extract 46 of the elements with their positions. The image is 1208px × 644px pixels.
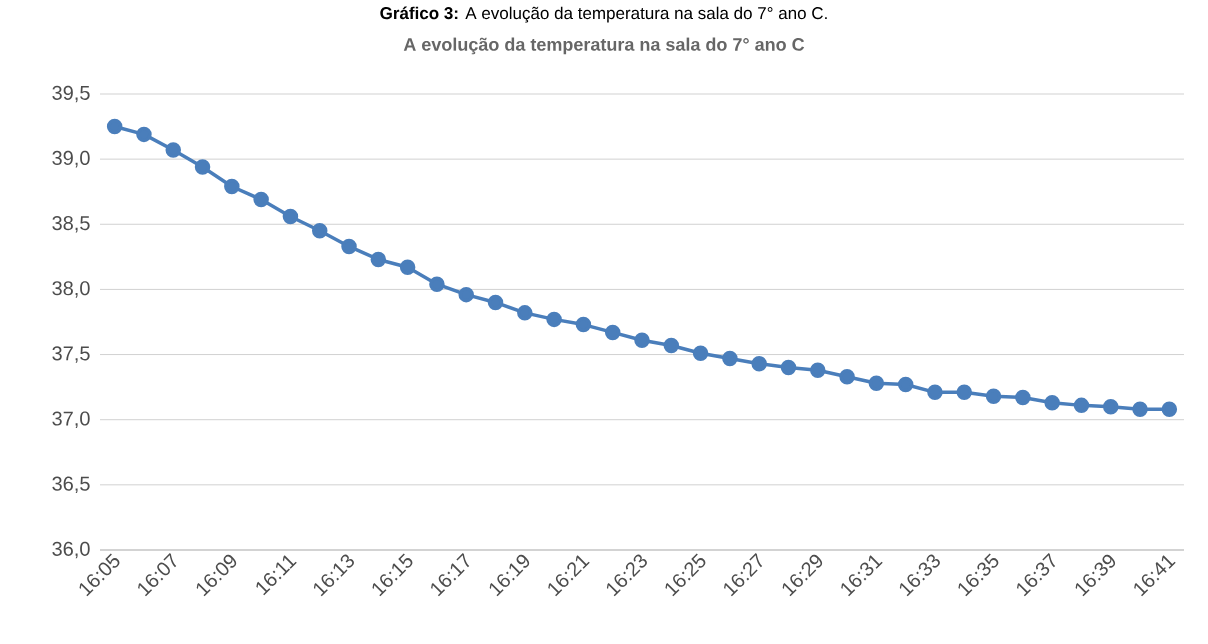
- point: [1044, 395, 1060, 411]
- point: [604, 324, 621, 341]
- y-tick-label: 37,5: [52, 346, 90, 363]
- point: [106, 118, 123, 135]
- text: Gráfico 3: A evolução da temperatura na sala do 7° ano C.: [380, 6, 827, 23]
- point: [282, 208, 299, 225]
- y-tick-label: 36,5: [52, 476, 90, 494]
- point: [458, 286, 474, 303]
- point: [429, 276, 445, 292]
- point: [1073, 397, 1090, 414]
- point: [839, 368, 855, 385]
- point: [1132, 401, 1148, 418]
- point: [165, 142, 181, 158]
- point: [897, 376, 914, 393]
- point: [1161, 401, 1178, 418]
- point: [517, 305, 533, 321]
- chart-title: A evolução da temperatura na sala do 7° ano C: [403, 37, 805, 55]
- point: [311, 223, 328, 239]
- point: [224, 178, 240, 195]
- point: [868, 375, 885, 391]
- point: [194, 159, 211, 175]
- point: [634, 332, 650, 348]
- point: [985, 388, 1002, 404]
- point: [810, 362, 826, 378]
- point: [927, 384, 943, 401]
- y-tick-label: 39,5: [52, 85, 90, 103]
- point: [956, 384, 973, 401]
- point: [546, 311, 562, 328]
- y-tick-label: 37,0: [52, 411, 90, 428]
- point: [575, 316, 592, 333]
- point: [1015, 389, 1031, 406]
- point: [780, 359, 797, 376]
- y-tick-label: 39,0: [52, 150, 90, 168]
- point: [1103, 398, 1119, 415]
- point: [751, 355, 767, 372]
- point: [692, 345, 709, 361]
- point: [663, 337, 680, 354]
- point: [487, 294, 504, 311]
- point: [341, 238, 357, 255]
- point: [722, 350, 738, 367]
- point: [399, 259, 416, 276]
- y-tick-label: 38,5: [52, 216, 90, 233]
- point: [136, 126, 152, 143]
- y-tick-label: 38,0: [52, 281, 90, 298]
- point: [253, 191, 269, 208]
- point: [370, 251, 387, 268]
